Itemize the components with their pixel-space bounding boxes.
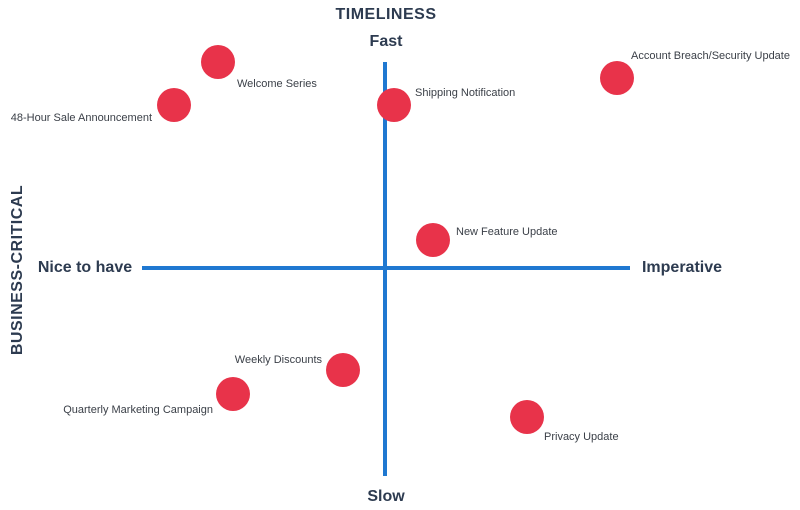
side-label: BUSINESS-CRITICAL bbox=[9, 185, 26, 355]
item-label: Quarterly Marketing Campaign bbox=[63, 404, 213, 416]
item-label: Privacy Update bbox=[544, 431, 619, 443]
item-dot bbox=[377, 88, 411, 122]
item-dot bbox=[600, 61, 634, 95]
axis-left-label: Nice to have bbox=[38, 259, 132, 276]
axis-top-label: Fast bbox=[370, 33, 404, 50]
item-dot bbox=[157, 88, 191, 122]
item-label: New Feature Update bbox=[456, 226, 558, 238]
item-dot bbox=[510, 400, 544, 434]
item-label: Welcome Series bbox=[237, 78, 317, 90]
item-label: Account Breach/Security Update bbox=[631, 50, 790, 62]
item-label: 48-Hour Sale Announcement bbox=[11, 112, 152, 124]
item-label: Weekly Discounts bbox=[235, 354, 323, 366]
item-label: Shipping Notification bbox=[415, 87, 515, 99]
item-dot bbox=[326, 353, 360, 387]
axis-bottom-label: Slow bbox=[367, 488, 405, 505]
title: TIMELINESS bbox=[335, 6, 436, 23]
item-dot bbox=[416, 223, 450, 257]
item-dot bbox=[216, 377, 250, 411]
item-dot bbox=[201, 45, 235, 79]
axis-right-label: Imperative bbox=[642, 259, 722, 276]
